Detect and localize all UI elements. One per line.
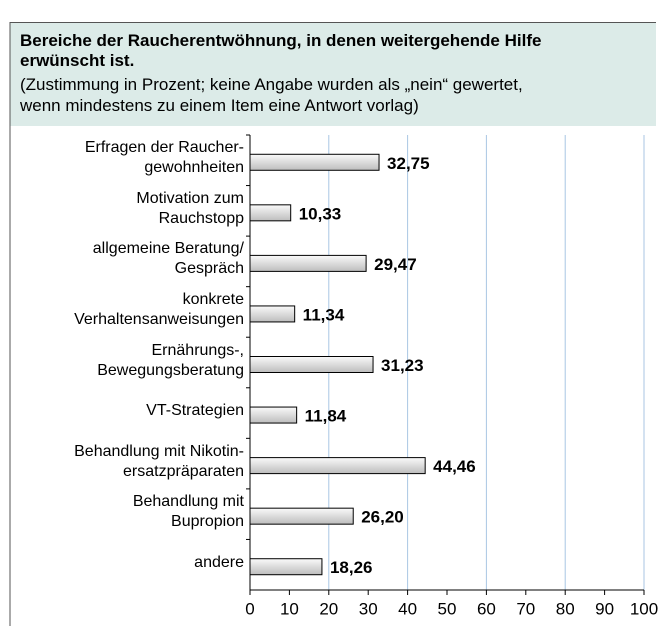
category-label: Behandlung mit Bupropion [132,493,244,531]
x-tick-label: 50 [438,599,457,618]
x-tick-label: 40 [398,599,417,618]
bar [249,305,296,323]
bar [249,406,298,424]
x-tick-label: 60 [477,599,496,618]
bar [249,153,380,171]
bar [249,204,292,222]
category-label: Behandlung mit Nikotin- ersatzpräparaten [74,442,244,480]
value-label: 44,46 [433,457,476,476]
chart-title: Bereiche der Raucherentwöhnung, in denen… [20,31,542,70]
x-tick-label: 0 [245,599,254,618]
x-tick-label: 20 [319,599,338,618]
bar [249,457,426,475]
x-tick-label: 80 [556,599,575,618]
bar [249,254,367,272]
category-label: VT-Strategien [146,402,244,420]
x-tick-label: 90 [595,599,614,618]
x-tick-label: 10 [280,599,299,618]
value-label: 26,20 [361,508,404,527]
chart-subtitle: (Zustimmung in Prozent; keine Angabe wur… [20,75,523,115]
bar [249,356,374,373]
category-label: Ernährungs-, Bewegungsberatung [97,341,244,379]
header: Bereiche der Raucherentwöhnung, in denen… [10,22,656,126]
category-label: Motivation zum Rauchstopp [136,189,244,227]
value-label: 32,75 [387,154,430,173]
category-label: Erfragen der Raucher- gewohnheiten [84,139,244,177]
value-label: 29,47 [374,255,417,274]
x-tick-label: 100 [630,599,658,618]
bar [249,558,323,576]
category-label: andere [194,553,244,571]
value-label: 10,33 [299,204,342,223]
value-label: 31,23 [381,356,424,375]
x-tick-label: 30 [359,599,378,618]
bar [249,507,354,525]
x-tick-label: 70 [516,599,535,618]
category-label: allgemeine Beratung/ Gespräch [92,240,244,278]
category-label: konkrete Verhaltensanweisungen [74,290,244,328]
value-label: 11,34 [303,305,345,324]
value-label: 11,84 [305,407,347,426]
value-label: 18,26 [330,558,373,577]
